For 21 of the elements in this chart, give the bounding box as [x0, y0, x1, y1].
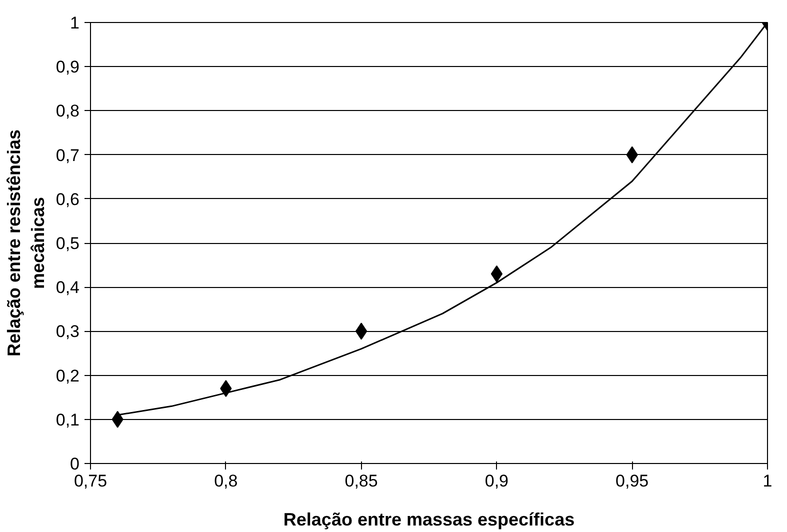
x-tick-label: 0,8: [214, 472, 238, 490]
y-tick-label: 1: [70, 14, 80, 32]
y-axis-title: Relação entre resistências mecânicas: [4, 129, 48, 357]
x-tick-label: 1: [762, 472, 772, 490]
point: [355, 322, 368, 340]
y-tick-label: 0,3: [56, 322, 80, 342]
x-tick-label: 0,75: [74, 472, 108, 490]
y-tick-label: 0,1: [56, 410, 80, 430]
y-tick-label: 0,2: [56, 366, 80, 386]
y-tick-label: 0,5: [56, 234, 80, 253]
y-tick-label: 0,8: [56, 102, 80, 121]
y-tick-label: 0,7: [56, 146, 80, 165]
x-tick-label: 0,9: [484, 472, 509, 490]
x-tick-label: 0,95: [616, 472, 649, 490]
y-tick-label: 0,9: [56, 58, 80, 77]
x-axis-title: Relação entre massas específicas: [283, 510, 575, 530]
point: [490, 265, 503, 282]
y-tick-label: 0,6: [56, 190, 80, 209]
y-tick-label: 0,4: [56, 278, 80, 298]
x-tick-label: 0,85: [344, 472, 378, 490]
y-tick-label: 0: [70, 454, 80, 474]
